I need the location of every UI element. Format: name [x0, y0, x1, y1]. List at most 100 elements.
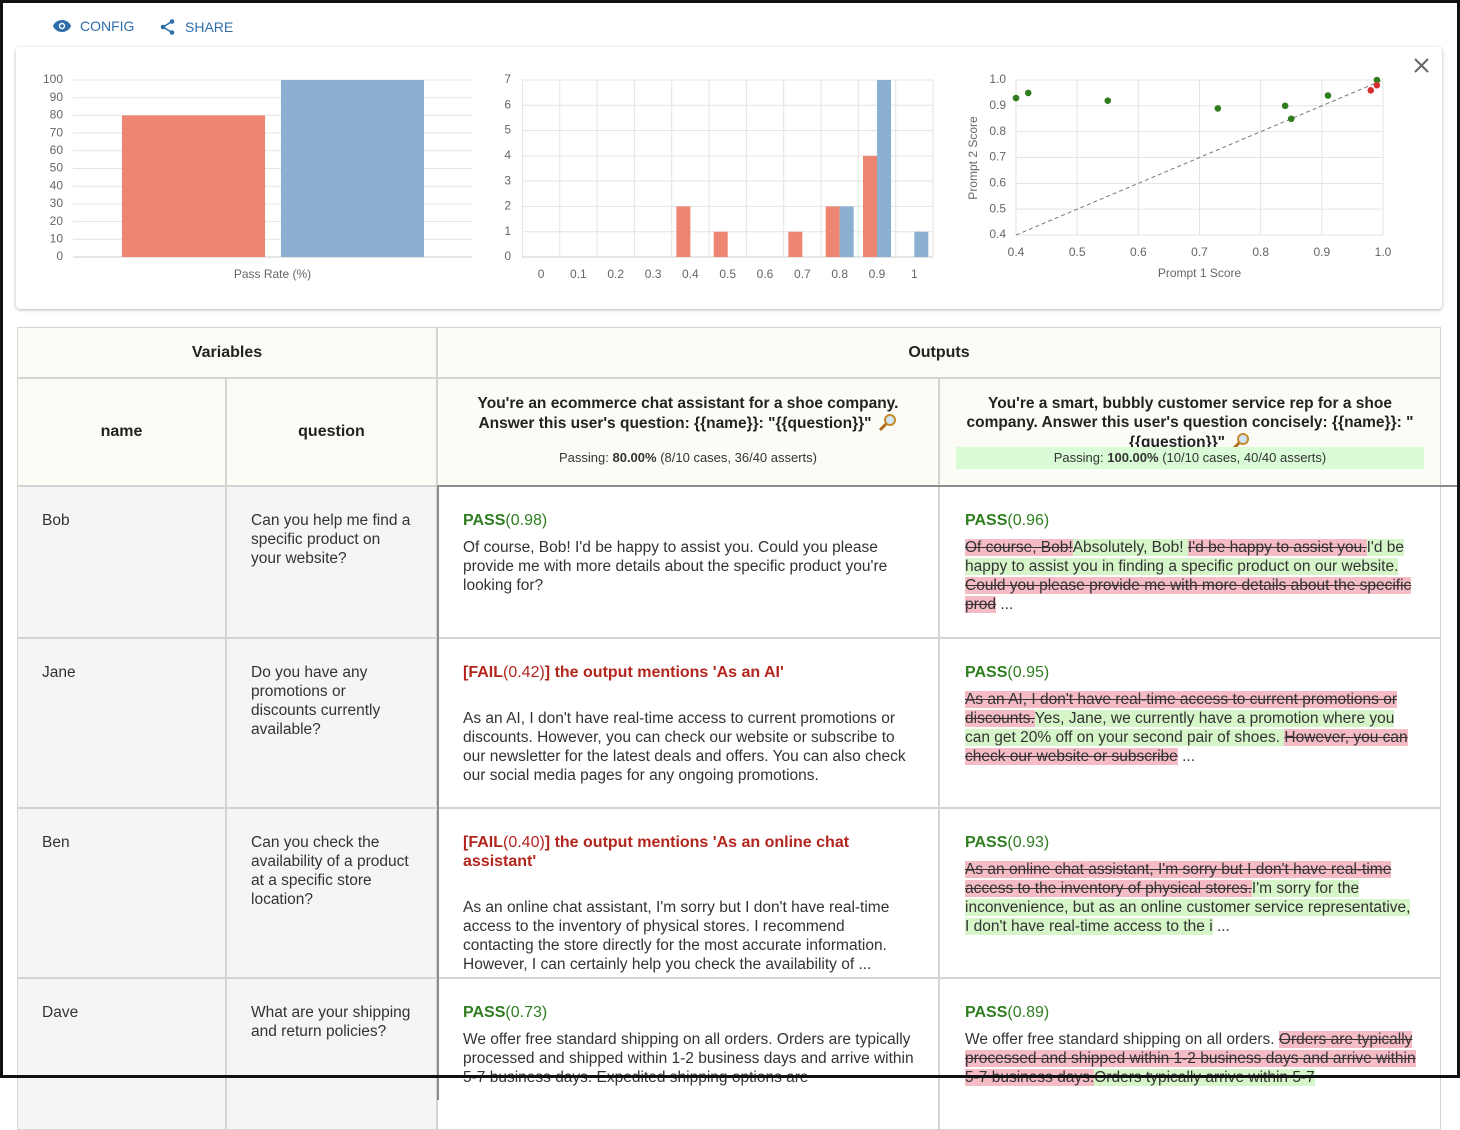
x-axis-label: Pass Rate (%) [234, 267, 311, 281]
passing-summary: Passing: 100.00% (10/10 cases, 40/40 ass… [956, 447, 1424, 469]
output-status: PASS(0.98) [463, 511, 916, 530]
y-axis-label: Prompt 2 Score [966, 116, 980, 200]
question-cell: Do you have any promotions or discounts … [226, 638, 437, 808]
y-tick-label: 7 [504, 72, 511, 86]
output-cell: PASS(0.73) We offer free standard shippin… [437, 978, 939, 1130]
score: (0.40) [503, 834, 545, 851]
reference-line [1015, 79, 1384, 236]
output-status: [FAIL(0.42)] the output mentions 'As an … [463, 663, 916, 682]
output-status: PASS(0.96) [965, 511, 1418, 530]
bar [280, 80, 425, 257]
y-tick-label: 0.6 [989, 176, 1006, 190]
share-button[interactable]: SHARE [159, 18, 233, 36]
diff-same: We offer free standard shipping on all o… [965, 1031, 1279, 1048]
y-tick-label: 0.8 [989, 124, 1006, 138]
y-tick-label: 1.0 [989, 72, 1006, 86]
y-tick-label: 5 [504, 123, 511, 137]
status: PASS [965, 512, 1008, 529]
status: PASS [965, 1004, 1008, 1021]
output-text: As an AI, I don't have real-time access … [965, 690, 1418, 766]
output-text: As an AI, I don't have real-time access … [463, 709, 916, 785]
x-tick-label: 0.7 [794, 267, 811, 281]
fail-reason: ] the output mentions 'As an AI' [544, 664, 784, 681]
x-tick-label: 0.9 [1313, 245, 1330, 259]
point [1281, 102, 1289, 110]
output-text: As an online chat assistant, I'm sorry b… [965, 860, 1418, 936]
point [1324, 92, 1332, 99]
x-tick-label: 0.6 [757, 267, 774, 281]
passing-label: Passing: [558, 450, 609, 465]
x-tick-label: 0.8 [831, 267, 848, 281]
bar [863, 155, 878, 257]
output-cell: PASS(0.96) Of course, Bob!Absolutely, Bob… [939, 486, 1441, 638]
output-text: Of course, Bob! I'd be happy to assist y… [463, 538, 916, 595]
score: (0.96) [1007, 512, 1050, 529]
bar [713, 231, 728, 257]
prompt-header: You're an ecommerce chat assistant for a… [437, 378, 939, 486]
diff-same: ... [1177, 748, 1196, 765]
x-tick-label: 0.5 [719, 267, 736, 281]
question-cell: What are your shipping and return polici… [226, 978, 437, 1130]
x-tick-label: 0.4 [1008, 245, 1025, 259]
prompt-text: You're an ecommerce chat assistant for a… [450, 394, 926, 433]
prompt-header: You're a smart, bubbly customer service … [939, 378, 1441, 486]
config-button[interactable]: CONFIG [52, 18, 134, 34]
x-tick-label: 0 [538, 267, 545, 281]
diff-same: Of course, Bob! I'd be happy to assist y… [463, 539, 888, 594]
x-tick-label: 0.2 [607, 267, 624, 281]
inspect-icon[interactable] [878, 413, 898, 432]
group-header: Outputs [437, 327, 1441, 378]
y-tick-label: 60 [50, 143, 64, 157]
output-status: PASS(0.73) [463, 1003, 916, 1022]
point [1214, 105, 1222, 112]
y-tick-label: 0.4 [989, 227, 1006, 241]
x-tick-label: 1 [911, 267, 918, 281]
column-header: question [226, 378, 437, 486]
pass-rate: 100.00% [1107, 450, 1159, 465]
question-cell: Can you check the availability of a prod… [226, 808, 437, 978]
score: (0.98) [505, 512, 548, 529]
score: (0.89) [1007, 1004, 1050, 1021]
name-cell: Jane [17, 638, 226, 808]
fail-reason: ] the output mentions 'As an online chat… [463, 834, 850, 870]
output-status: [FAIL(0.40)] the output mentions 'As an … [463, 833, 916, 871]
score: (0.42) [503, 664, 545, 681]
y-tick-label: 1 [504, 224, 511, 238]
diff-same: ... [996, 596, 1014, 613]
passing-summary: Passing: 80.00% (8/10 cases, 36/40 asser… [454, 447, 922, 469]
results-table: Variables Outputs name question You're an ec… [17, 327, 1460, 1130]
y-tick-label: 100 [43, 72, 63, 86]
diff-same: As an AI, I don't have real-time access … [463, 710, 906, 784]
point [1373, 81, 1381, 89]
y-tick-label: 70 [50, 125, 64, 139]
diff-ins: Absolutely, Bob! [1072, 539, 1188, 556]
y-tick-label: 50 [50, 161, 64, 175]
diff-same: As an online chat assistant, I'm sorry b… [463, 899, 890, 973]
y-tick-label: 6 [504, 97, 511, 111]
output-status: PASS(0.95) [965, 663, 1418, 682]
x-tick-label: 0.5 [1069, 245, 1086, 259]
y-tick-label: 0 [56, 249, 63, 263]
status: PASS [463, 1004, 506, 1021]
diff-same: ... [1212, 918, 1230, 935]
score: (0.73) [505, 1004, 548, 1021]
share-label: SHARE [185, 19, 234, 35]
column-header: name [17, 378, 226, 486]
close-button[interactable] [1414, 58, 1429, 73]
output-text: As an online chat assistant, I'm sorry b… [463, 898, 916, 974]
y-tick-label: 0.9 [989, 98, 1006, 112]
output-cell: PASS(0.89) We offer free standard shippin… [939, 978, 1441, 1130]
output-cell: PASS(0.95) As an AI, I don't have real-ti… [939, 638, 1441, 808]
eye-icon [53, 20, 71, 32]
name-cell: Dave [17, 978, 226, 1130]
group-header: Variables [17, 327, 437, 378]
diff-del: Of course, Bob! [965, 539, 1073, 556]
output-cell: [FAIL(0.42)] the output mentions 'As an … [437, 638, 939, 808]
point [1373, 76, 1381, 84]
pass-rate: 80.00% [612, 450, 657, 465]
point [1104, 97, 1112, 104]
y-tick-label: 40 [50, 178, 64, 192]
y-tick-label: 90 [50, 90, 64, 104]
